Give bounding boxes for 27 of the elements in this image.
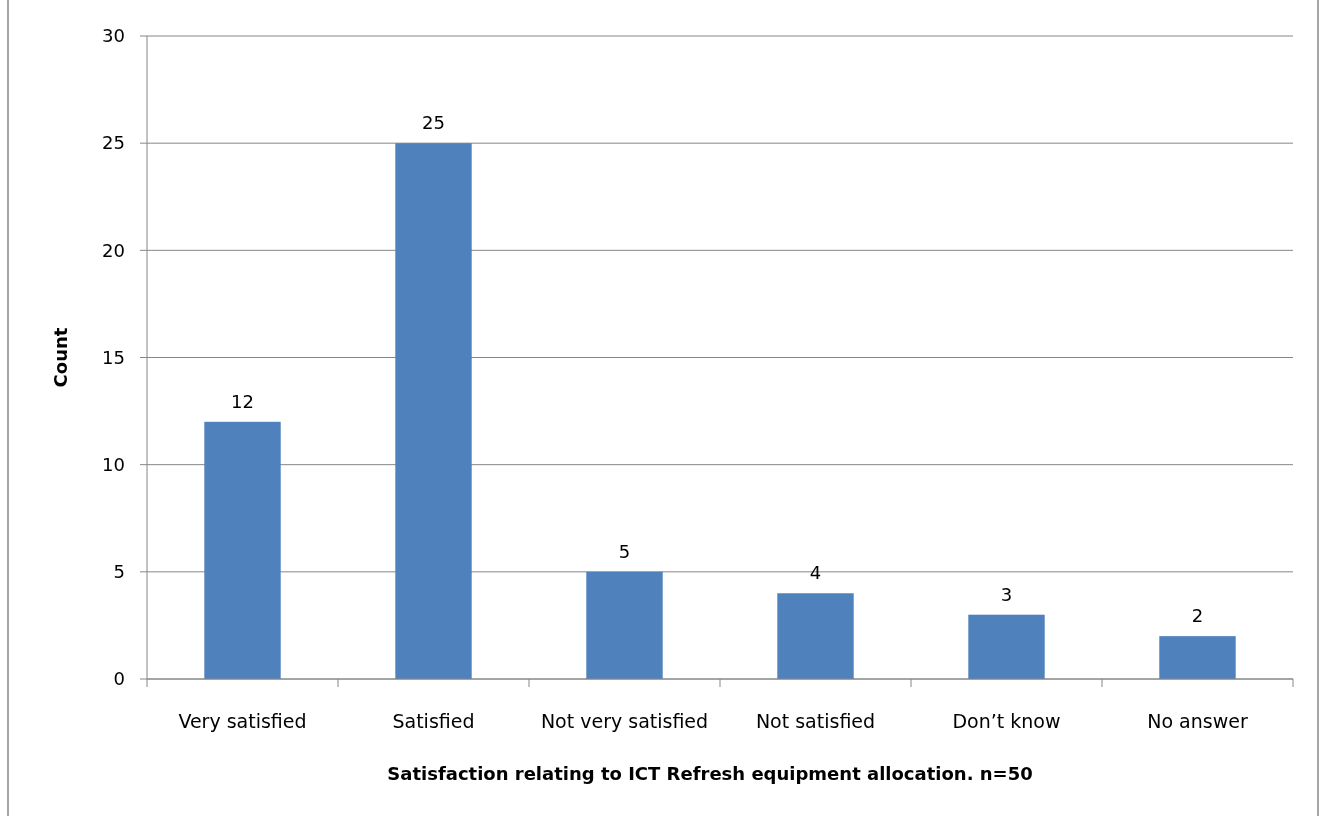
x-tick-label: Not very satisfied: [540, 710, 709, 732]
bar: [586, 571, 663, 679]
x-axis-title: Satisfaction relating to ICT Refresh equipment allocation. n=50: [387, 763, 1033, 784]
bar: [1159, 636, 1236, 679]
data-label: 5: [618, 540, 631, 562]
bar: [968, 614, 1045, 679]
y-tick-label: 20: [102, 239, 125, 261]
y-tick-label: 15: [102, 346, 125, 368]
data-label: 12: [231, 390, 254, 412]
y-tick-label: 25: [102, 132, 125, 154]
x-tick-label: Very satisfied: [178, 710, 307, 732]
y-tick-label: 0: [113, 668, 125, 690]
data-label: 3: [1000, 583, 1013, 605]
x-tick-label: Satisfied: [392, 710, 475, 732]
data-label: 25: [422, 112, 445, 134]
bar: [777, 593, 854, 679]
x-tick-label: Don’t know: [952, 710, 1061, 732]
y-tick-label: 30: [102, 25, 125, 47]
bar: [204, 421, 281, 679]
data-label: 2: [1191, 605, 1204, 627]
y-tick-label: 5: [113, 561, 125, 583]
x-tick-label: Not satisfied: [755, 710, 876, 732]
data-label: 4: [809, 562, 822, 584]
bar: [395, 143, 472, 679]
y-tick-label: 10: [102, 453, 125, 475]
y-axis-title: Count: [50, 327, 71, 388]
x-tick-label: No answer: [1147, 710, 1248, 732]
